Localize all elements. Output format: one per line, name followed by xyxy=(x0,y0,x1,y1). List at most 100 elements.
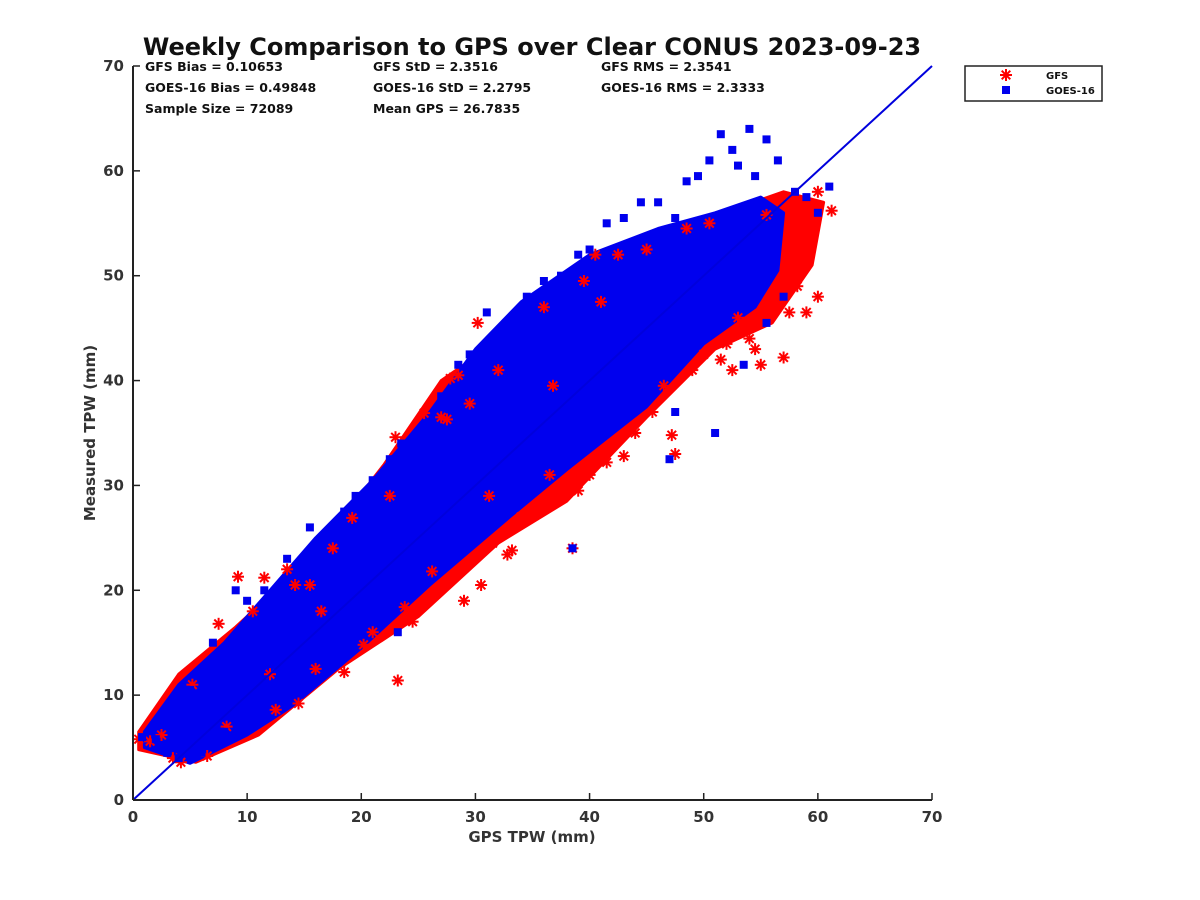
data-point-gfs xyxy=(492,364,505,377)
data-point-goes-16 xyxy=(665,455,674,464)
data-point-goes-16 xyxy=(163,748,172,757)
data-point-goes-16 xyxy=(465,350,474,359)
data-point-goes-16 xyxy=(694,172,702,181)
data-point-gfs xyxy=(595,295,607,308)
data-point-gfs xyxy=(583,468,596,481)
data-point-gfs xyxy=(646,406,659,418)
data-point-goes-16 xyxy=(773,156,782,165)
data-point-goes-16 xyxy=(602,219,611,228)
data-point-gfs xyxy=(777,351,790,364)
data-point-goes-16 xyxy=(734,161,742,170)
stat-label: GFS StD = 2.3516 xyxy=(373,59,498,74)
data-point-gfs xyxy=(629,427,642,439)
data-point-gfs xyxy=(483,489,496,502)
data-point-goes-16 xyxy=(728,145,737,154)
stat-label: GFS Bias = 0.10653 xyxy=(145,59,283,74)
data-point-goes-16 xyxy=(283,554,292,563)
data-point-gfs xyxy=(338,666,351,679)
y-axis-label: Measured TPW (mm) xyxy=(81,345,99,521)
y-tick-label: 70 xyxy=(103,57,124,75)
legend-gfs-marker xyxy=(1000,69,1012,81)
data-point-gfs xyxy=(665,429,678,442)
data-point-gfs xyxy=(811,185,824,198)
data-point-goes-16 xyxy=(825,182,834,191)
data-point-gfs xyxy=(743,332,756,345)
data-point-goes-16 xyxy=(568,544,577,553)
data-point-goes-16 xyxy=(151,735,160,744)
data-point-gfs xyxy=(486,537,499,550)
data-point-goes-16 xyxy=(636,198,645,207)
data-point-gfs xyxy=(726,364,739,377)
data-point-gfs xyxy=(440,413,453,426)
data-point-goes-16 xyxy=(397,439,406,448)
x-tick-label: 20 xyxy=(351,808,372,826)
data-point-goes-16 xyxy=(671,408,680,416)
data-point-gfs xyxy=(720,337,733,350)
data-point-goes-16 xyxy=(260,586,269,595)
data-point-gfs xyxy=(289,579,302,591)
data-point-gfs xyxy=(749,343,762,356)
data-point-gfs xyxy=(506,544,518,557)
data-point-goes-16 xyxy=(574,250,583,259)
data-point-goes-16 xyxy=(138,733,147,742)
data-point-goes-16 xyxy=(220,727,229,736)
data-point-gfs xyxy=(657,379,670,392)
y-tick-label: 40 xyxy=(103,372,124,390)
data-point-goes-16 xyxy=(557,271,565,280)
data-point-goes-16 xyxy=(751,172,760,181)
data-point-goes-16 xyxy=(779,292,788,301)
x-tick-label: 60 xyxy=(807,808,828,826)
data-point-goes-16 xyxy=(654,198,663,207)
data-point-gfs xyxy=(697,348,710,361)
data-point-goes-16 xyxy=(305,523,314,532)
data-point-gfs xyxy=(515,510,528,523)
x-tick-label: 70 xyxy=(922,808,943,826)
chart-title: Weekly Comparison to GPS over Clear CONU… xyxy=(143,33,921,61)
data-point-goes-16 xyxy=(351,491,360,500)
data-point-gfs xyxy=(232,570,244,583)
data-point-goes-16 xyxy=(482,308,491,317)
stat-label: GFS RMS = 2.3541 xyxy=(601,59,732,74)
data-point-gfs xyxy=(269,703,282,716)
plot-area xyxy=(132,65,933,801)
one-to-one-line xyxy=(132,65,933,801)
data-point-goes-16 xyxy=(802,193,811,202)
data-point-gfs xyxy=(292,697,305,710)
data-point-gfs xyxy=(357,638,370,651)
data-point-goes-16 xyxy=(385,455,394,464)
data-point-goes-16 xyxy=(762,318,771,327)
data-point-goes-16 xyxy=(522,292,531,301)
data-point-goes-16 xyxy=(745,124,754,133)
y-tick-label: 20 xyxy=(103,581,124,599)
x-tick-label: 30 xyxy=(465,808,486,826)
data-point-goes-16 xyxy=(420,429,429,437)
data-point-gfs xyxy=(398,601,411,614)
x-tick-label: 10 xyxy=(237,808,258,826)
data-point-gfs xyxy=(391,674,404,687)
data-point-goes-16 xyxy=(368,476,377,485)
x-tick-label: 0 xyxy=(128,808,138,826)
y-tick-label: 50 xyxy=(103,267,124,285)
data-point-goes-16 xyxy=(243,596,252,605)
data-point-gfs xyxy=(806,217,819,230)
data-point-goes-16 xyxy=(300,591,309,600)
data-point-goes-16 xyxy=(562,318,571,327)
data-point-gfs xyxy=(617,450,630,463)
x-axis-label: GPS TPW (mm) xyxy=(468,828,595,846)
data-point-goes-16 xyxy=(711,429,720,437)
data-point-gfs xyxy=(406,615,419,628)
data-point-gfs xyxy=(326,542,339,555)
data-point-goes-16 xyxy=(323,575,331,584)
data-point-goes-16 xyxy=(773,219,782,228)
x-tick-labels: 0 10 20 30 40 50 60 70 xyxy=(128,793,943,826)
data-point-gfs xyxy=(563,479,575,492)
data-point-gfs xyxy=(471,316,484,329)
data-point-goes-16 xyxy=(340,507,349,516)
data-point-gfs xyxy=(714,353,727,366)
y-tick-labels: 0 10 20 30 40 50 60 70 xyxy=(103,57,140,809)
data-point-goes-16 xyxy=(477,429,486,437)
data-point-gfs xyxy=(346,511,359,524)
data-point-gfs xyxy=(811,290,824,303)
data-point-gfs xyxy=(543,468,556,481)
